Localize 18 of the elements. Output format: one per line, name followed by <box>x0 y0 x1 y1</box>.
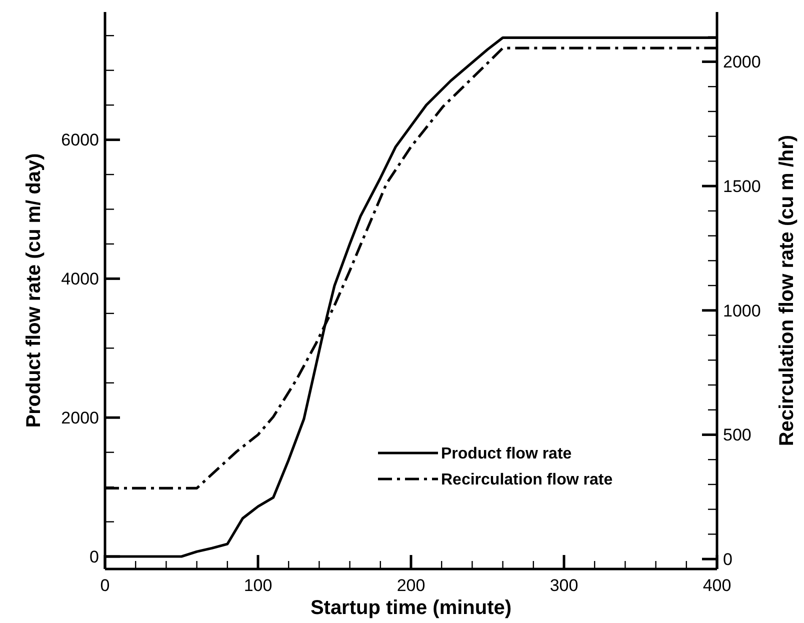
legend-label: Recirculation flow rate <box>441 472 613 489</box>
y2-tick-label: 1500 <box>723 177 761 196</box>
y-tick-label: 6000 <box>61 130 99 150</box>
x-tick-label: 100 <box>244 576 272 595</box>
x-tick-label: 300 <box>550 576 578 595</box>
y2-tick-label: 0 <box>723 550 732 570</box>
x-tick-label: 400 <box>702 576 732 595</box>
legend-label: Product flow rate <box>441 446 572 463</box>
y-tick-label: 0 <box>90 547 99 566</box>
y2-tick-label: 1000 <box>723 301 761 320</box>
x-tick-label: 200 <box>396 576 426 595</box>
y-tick-label: 4000 <box>61 270 99 289</box>
y2-axis-title: Recirculation flow rate (cu m /hr) <box>776 134 798 446</box>
y-axis-title: Product flow rate (cu m/ day) <box>23 153 45 428</box>
x-axis-title: Startup time (minute) <box>310 597 512 619</box>
y2-tick-label: 2000 <box>723 52 761 72</box>
y2-tick-label: 500 <box>723 426 752 445</box>
y-tick-label: 2000 <box>61 408 99 428</box>
